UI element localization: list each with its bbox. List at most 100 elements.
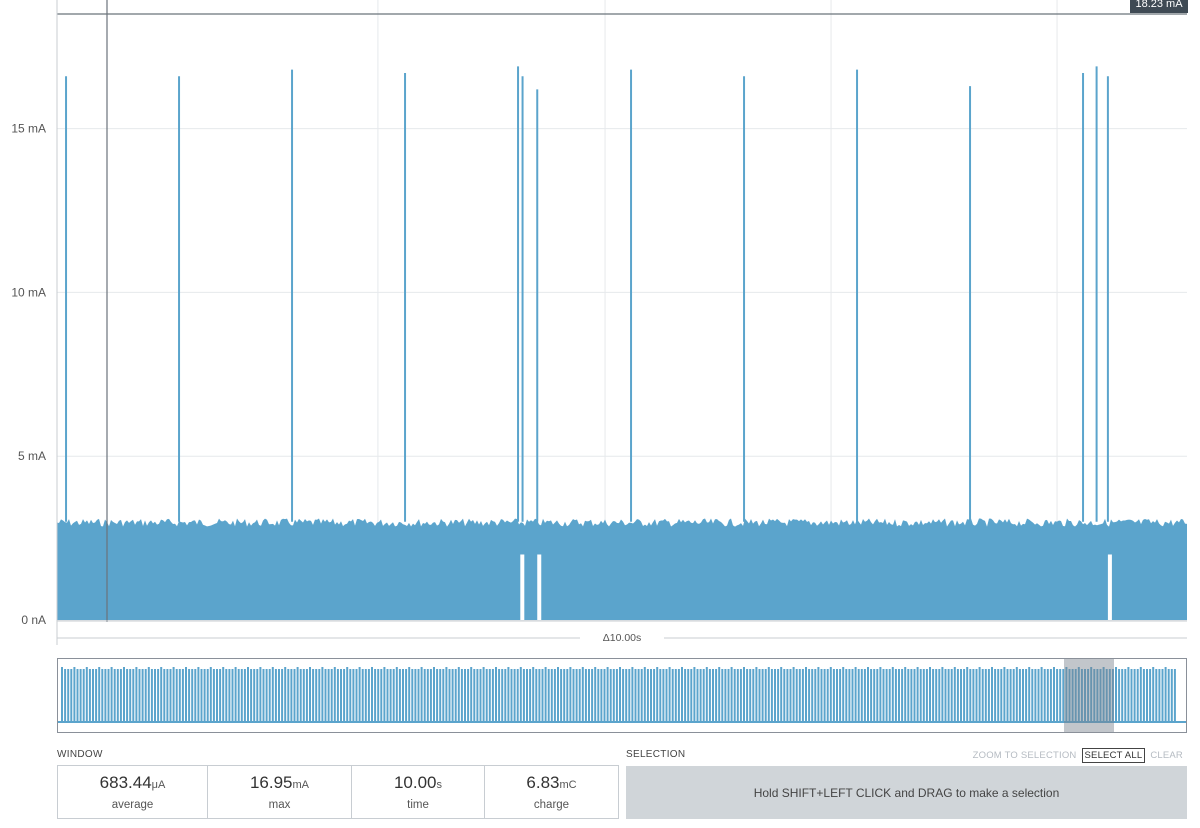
stat-charge-unit: mC: [559, 779, 577, 791]
overview-bar: [209, 667, 212, 721]
overview-bar: [916, 667, 919, 721]
stat-max: 16.95mA max: [208, 766, 352, 818]
overview-bar: [674, 669, 677, 721]
stat-time-label: time: [407, 799, 429, 811]
overview-bar: [98, 667, 101, 721]
overview-bar: [1167, 669, 1170, 721]
stat-time-unit: s: [436, 779, 443, 791]
overview-bar: [643, 667, 646, 721]
overview-bar: [203, 669, 206, 721]
overview-bar: [442, 669, 445, 721]
overview-bar: [1127, 667, 1130, 721]
overview-bar: [405, 669, 408, 721]
overview-bar: [1161, 669, 1164, 721]
overview-bar: [1053, 667, 1055, 721]
overview-bar: [154, 669, 156, 721]
current-chart[interactable]: 0 nA 5 mA 10 mA 15 mA: [0, 0, 1200, 650]
overview-bar: [960, 669, 962, 721]
overview-bar: [721, 669, 724, 721]
overview-bar: [423, 669, 426, 721]
overview-bar: [963, 669, 966, 721]
overview-bar: [402, 669, 404, 721]
overview-bar: [628, 669, 631, 721]
overview-bar: [640, 669, 643, 721]
overview-bar: [296, 667, 299, 721]
overview-minimap[interactable]: [57, 658, 1187, 733]
overview-bar: [448, 669, 451, 721]
overview-bar: [919, 669, 922, 721]
overview-bar: [560, 669, 563, 721]
stat-time-value: 10.00: [393, 773, 437, 792]
select-all-button[interactable]: SELECT ALL: [1081, 748, 1146, 763]
overview-bar: [566, 669, 569, 721]
overview-bar: [612, 669, 615, 721]
stat-max-value: 16.95: [249, 773, 293, 792]
overview-bar: [708, 669, 711, 721]
selection-hint-text: Hold SHIFT+LEFT CLICK and DRAG to make a…: [753, 785, 1060, 800]
overview-bar: [234, 667, 237, 721]
y-tick-label: 10 mA: [11, 285, 46, 299]
overview-bar: [938, 669, 941, 721]
overview-bar: [67, 669, 70, 721]
stat-average: 683.44μA average: [58, 766, 208, 818]
overview-bar: [147, 667, 150, 721]
overview-window-handle[interactable]: [1064, 659, 1114, 732]
overview-bar: [650, 669, 652, 721]
overview-bar: [1136, 669, 1139, 721]
overview-bar: [194, 669, 197, 721]
zoom-to-selection-button[interactable]: ZOOM TO SELECTION: [972, 750, 1077, 761]
overview-bar: [975, 669, 978, 721]
overview-bar: [278, 669, 280, 721]
overview-bar: [1031, 669, 1034, 721]
overview-bar: [795, 669, 798, 721]
overview-bar: [557, 667, 559, 721]
overview-bar: [1025, 669, 1028, 721]
stat-charge-label: charge: [533, 799, 570, 811]
time-delta-label: Δ10.00s: [580, 631, 664, 645]
overview-bar: [237, 669, 240, 721]
selection-toolbar: ZOOM TO SELECTION SELECT ALL CLEAR: [970, 748, 1186, 763]
overview-bar: [160, 667, 163, 721]
overview-bar: [550, 669, 553, 721]
overview-bar: [408, 667, 411, 721]
stat-average-value: 683.44: [99, 773, 152, 792]
overview-bar: [944, 669, 947, 721]
overview-bar: [1173, 669, 1176, 721]
overview-bar: [792, 667, 795, 721]
overview-bar: [541, 669, 544, 721]
overview-bar: [715, 669, 718, 721]
overview-bar: [780, 667, 783, 721]
overview-bar: [274, 669, 277, 721]
overview-bar: [885, 669, 888, 721]
overview-bar: [116, 669, 119, 721]
overview-bar: [1155, 669, 1158, 721]
overview-bar: [411, 669, 414, 721]
overview-bar: [619, 667, 621, 721]
overview-bar: [969, 669, 972, 721]
overview-bar: [324, 669, 327, 721]
y-tick-label: 5 mA: [18, 449, 46, 463]
overview-bar: [451, 669, 454, 721]
overview-bar: [863, 669, 866, 721]
overview-bar: [513, 669, 516, 721]
selection-hint-panel[interactable]: Hold SHIFT+LEFT CLICK and DRAG to make a…: [626, 766, 1187, 819]
clear-button[interactable]: CLEAR: [1150, 750, 1183, 761]
overview-bar: [470, 667, 473, 721]
overview-bar: [1009, 669, 1012, 721]
overview-bar: [569, 667, 572, 721]
overview-bar: [898, 669, 900, 721]
overview-bar: [433, 667, 435, 721]
overview-bar: [786, 669, 789, 721]
overview-bar: [1062, 669, 1065, 721]
overview-bar: [526, 669, 528, 721]
overview-bar: [693, 667, 696, 721]
overview-bar: [371, 667, 373, 721]
overview-bar: [349, 669, 352, 721]
overview-bar: [284, 667, 287, 721]
overview-bar: [1040, 667, 1043, 721]
overview-bar: [925, 669, 928, 721]
overview-bar: [932, 669, 935, 721]
overview-bar: [352, 669, 355, 721]
overview-bar: [978, 667, 981, 721]
overview-bar: [1018, 669, 1021, 721]
